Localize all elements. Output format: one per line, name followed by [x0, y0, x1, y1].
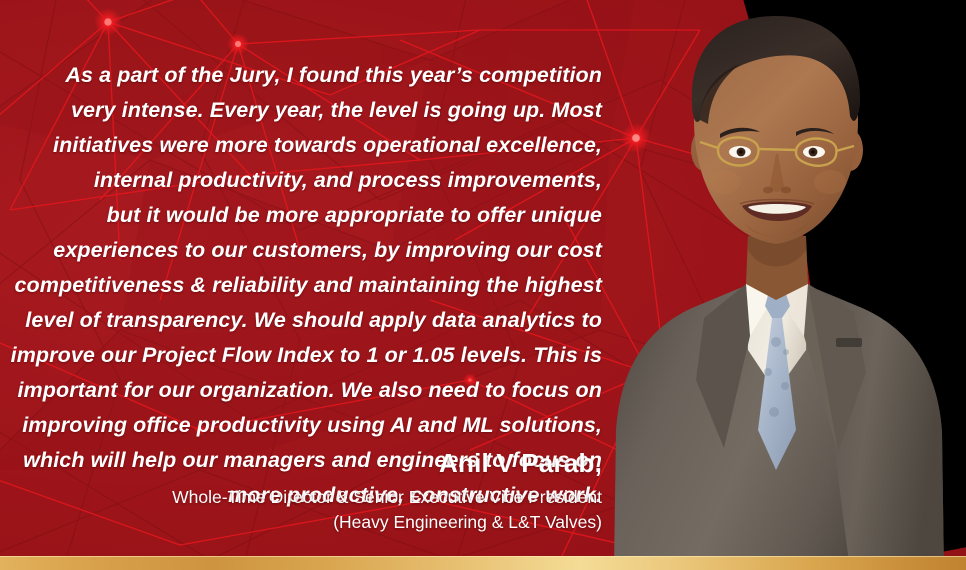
teeth — [748, 204, 806, 214]
portrait-illustration — [614, 16, 944, 570]
author-name: Anil V Parab, — [439, 448, 602, 478]
quote-line: important for our organization. We also … — [17, 378, 602, 402]
nose — [770, 154, 784, 192]
quote-line: more productive, constructive work. — [228, 483, 602, 507]
quote-line: competitiveness & reliability and mainta… — [14, 273, 602, 297]
quote-line: level of transparency. We should apply d… — [25, 308, 602, 332]
hair — [691, 16, 861, 122]
quote-line: improving office productivity using AI a… — [22, 413, 602, 437]
quote-line: but it would be more appropriate to offe… — [106, 203, 602, 227]
quote-line: improve our Project Flow Index to 1 or 1… — [10, 343, 602, 367]
quote-line: As a part of the Jury, I found this year… — [65, 63, 602, 87]
face — [694, 26, 858, 244]
portrait-photo — [600, 0, 966, 570]
left-eyebrow — [720, 127, 760, 138]
quote-line: initiatives were more towards operationa… — [53, 133, 602, 157]
necktie — [758, 318, 796, 470]
right-eyebrow — [796, 128, 834, 136]
gold-accent-bar — [0, 556, 966, 570]
quote-line: which will help our managers and enginee… — [23, 448, 602, 472]
author-role: Whole-Time Director & Senior Executive V… — [172, 487, 602, 507]
quote-line: very intense. Every year, the level is g… — [70, 98, 602, 122]
quote-line: experiences to our customers, by improvi… — [53, 238, 602, 262]
attribution-block: Anil V Parab, Whole-Time Director & Seni… — [8, 448, 602, 535]
left-lapel — [696, 284, 750, 448]
author-department: (Heavy Engineering & L&T Valves) — [333, 512, 602, 532]
quote-line: internal productivity, and process impro… — [93, 168, 602, 192]
eyeglasses — [699, 136, 855, 167]
quote-text: As a part of the Jury, I found this year… — [8, 58, 602, 513]
